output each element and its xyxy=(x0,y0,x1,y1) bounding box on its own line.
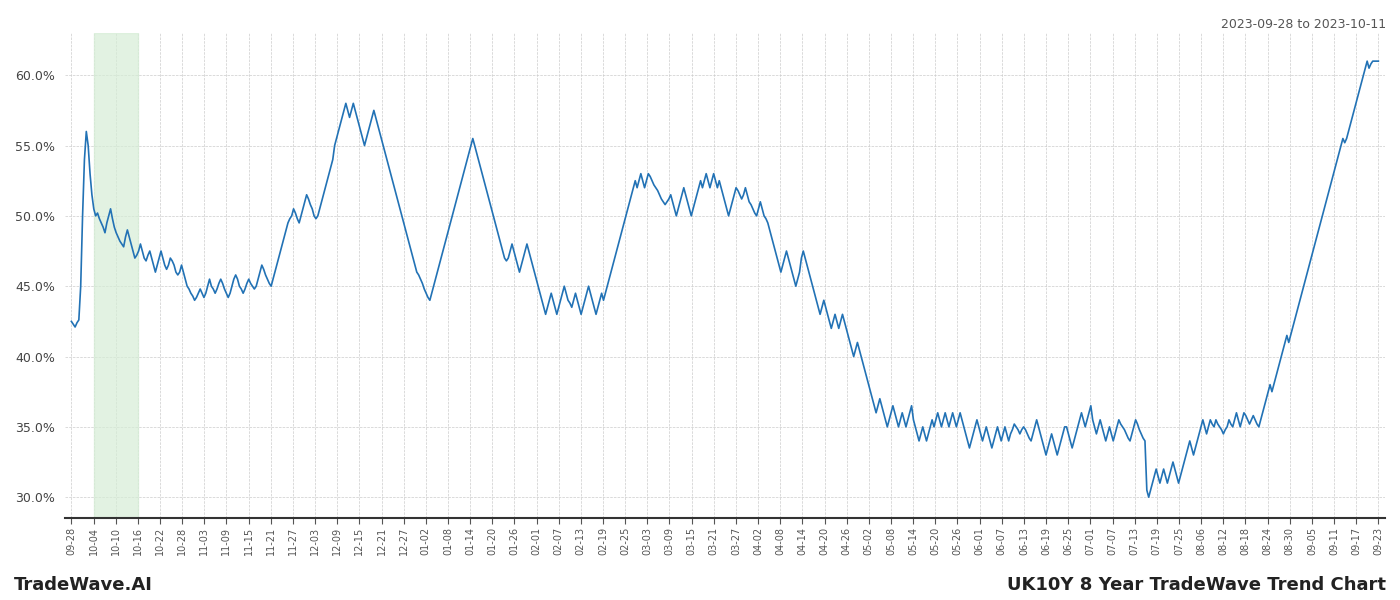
Text: UK10Y 8 Year TradeWave Trend Chart: UK10Y 8 Year TradeWave Trend Chart xyxy=(1007,576,1386,594)
Bar xyxy=(94,33,137,518)
Text: TradeWave.AI: TradeWave.AI xyxy=(14,576,153,594)
Text: 2023-09-28 to 2023-10-11: 2023-09-28 to 2023-10-11 xyxy=(1221,18,1386,31)
